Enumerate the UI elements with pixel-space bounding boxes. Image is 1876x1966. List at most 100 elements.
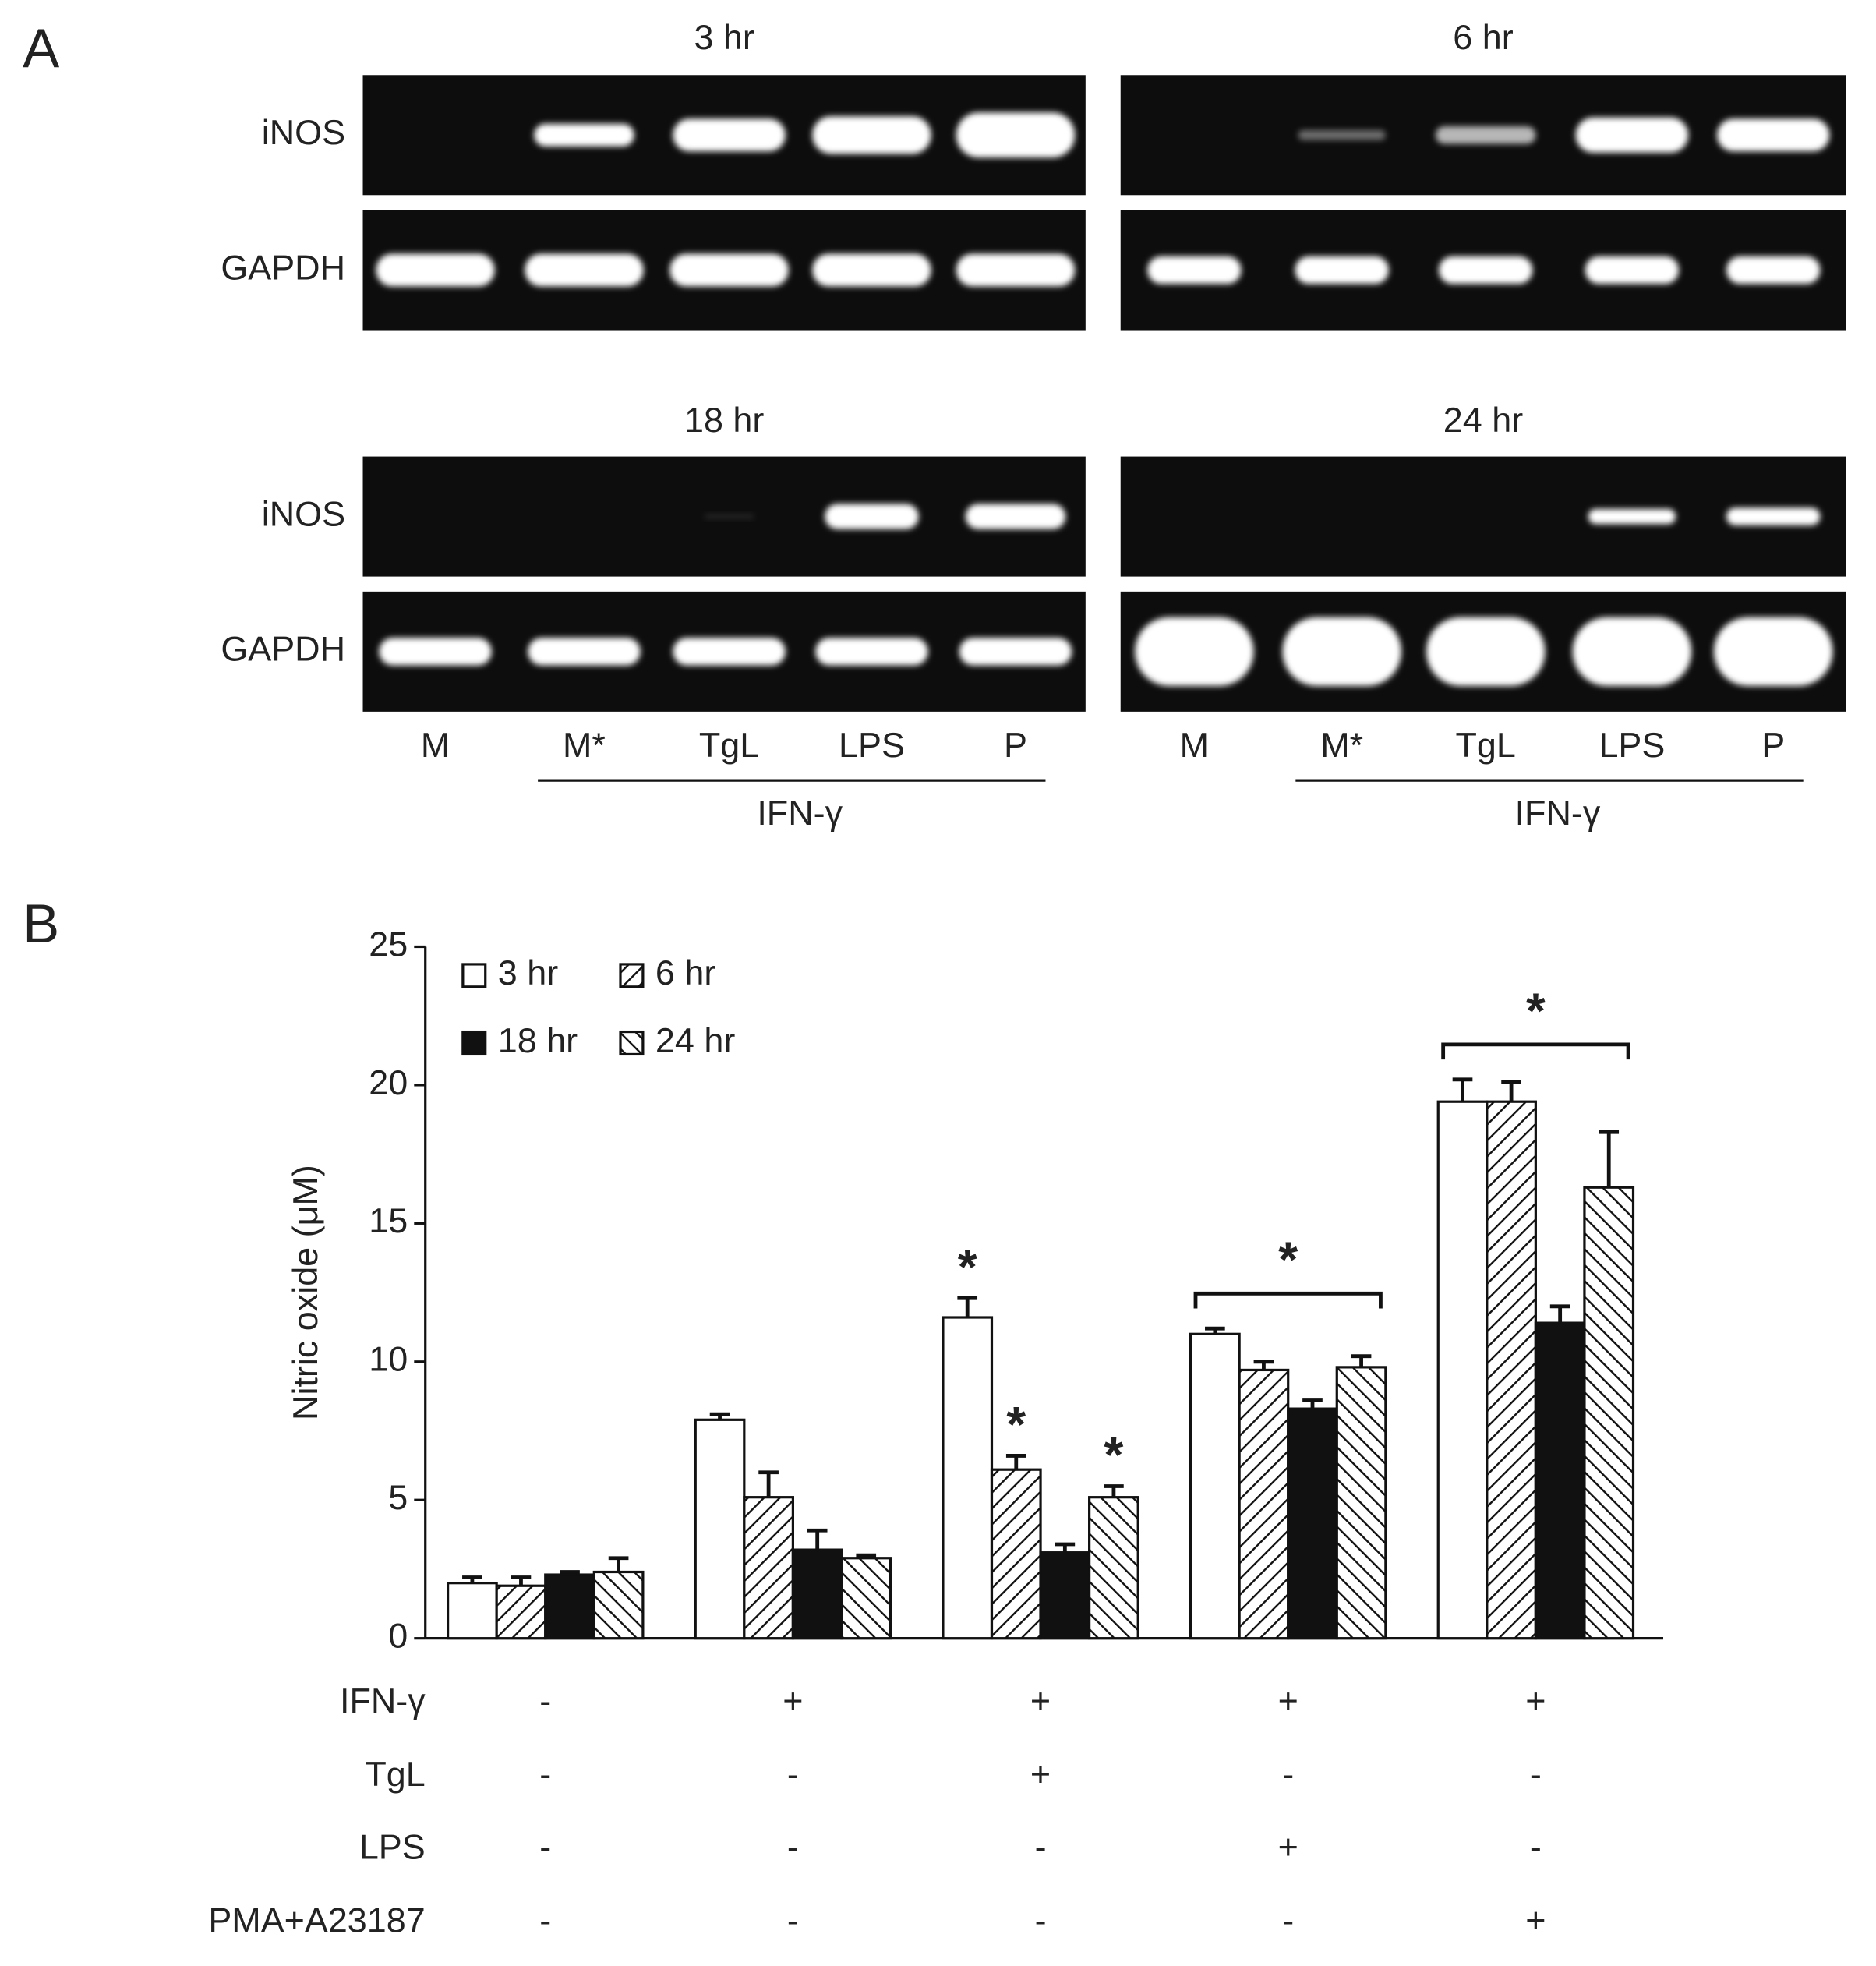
condition-sign: +: [1525, 1681, 1546, 1720]
bar: [694, 1418, 746, 1640]
band: [376, 253, 495, 287]
lane-label: TgL: [699, 725, 759, 765]
panel-title: 18 hr: [684, 400, 764, 440]
bar: [1583, 1186, 1635, 1640]
band: [1585, 256, 1680, 285]
band: [1726, 256, 1821, 285]
band: [815, 638, 928, 666]
condition-sign: -: [539, 1681, 551, 1720]
lane-label: M*: [1320, 725, 1363, 765]
legend-swatch: [461, 963, 487, 988]
condition-label: TgL: [365, 1754, 425, 1794]
panel-title: 24 hr: [1443, 400, 1523, 440]
row-label: GAPDH: [221, 629, 345, 669]
lane-label: TgL: [1455, 725, 1515, 765]
bar: [990, 1468, 1042, 1640]
panel-title: 6 hr: [1453, 17, 1513, 57]
bar: [1335, 1366, 1387, 1640]
bar: [1486, 1100, 1537, 1640]
band: [704, 514, 754, 519]
lane-label: LPS: [839, 725, 905, 765]
bar: [791, 1548, 843, 1640]
band: [669, 253, 789, 287]
band: [812, 253, 931, 287]
condition-sign: -: [539, 1754, 551, 1794]
band: [1147, 256, 1242, 285]
significance-mark: *: [1006, 1396, 1026, 1452]
lane-label: M: [1180, 725, 1209, 765]
bar: [1436, 1100, 1489, 1640]
bar: [1238, 1368, 1290, 1640]
band: [1588, 508, 1676, 525]
bar: [942, 1316, 994, 1640]
gel-lane-strip: [1120, 456, 1846, 577]
row-label: iNOS: [262, 493, 345, 533]
band: [673, 118, 786, 152]
band: [1713, 617, 1833, 686]
significance-bracket: [1441, 1042, 1630, 1060]
condition-sign: -: [787, 1754, 799, 1794]
band: [1575, 117, 1689, 153]
band: [812, 116, 931, 154]
condition-sign: -: [1530, 1754, 1542, 1794]
lane-label: P: [1761, 725, 1785, 765]
lane-label: M*: [563, 725, 606, 765]
band: [534, 123, 634, 147]
band: [673, 638, 786, 666]
legend-label: 18 hr: [498, 1020, 578, 1060]
legend-label: 6 hr: [655, 953, 715, 992]
condition-sign: -: [1035, 1827, 1047, 1867]
lane-label: M: [421, 725, 450, 765]
band: [1572, 617, 1692, 686]
lane-label: LPS: [1599, 725, 1665, 765]
y-tick-label: 20: [369, 1063, 408, 1102]
legend-label: 3 hr: [498, 953, 558, 992]
gel-panel: 3 hr iNOS GAPDH 6 hr 18 hr iNOS GAPDH 24 hr M M* T…: [221, 17, 1846, 833]
band: [1295, 256, 1389, 285]
condition-sign: -: [1282, 1754, 1294, 1794]
panel-label: B: [23, 893, 59, 954]
legend-label: 24 hr: [655, 1020, 735, 1060]
y-tick-label: 10: [369, 1339, 408, 1379]
bar: [1534, 1321, 1586, 1640]
condition-sign: +: [1278, 1827, 1298, 1867]
bar-chart: 0 5 10 15 20 25 Nitric oxide (μM) * * * * * 3 hr 6 hr…: [208, 924, 1664, 1940]
bar: [1287, 1407, 1338, 1640]
legend-swatch: [619, 1030, 645, 1056]
bar: [495, 1584, 547, 1640]
condition-sign: -: [1035, 1901, 1047, 1940]
band: [1439, 256, 1533, 285]
condition-sign: -: [787, 1901, 799, 1940]
bar: [447, 1582, 498, 1640]
condition-sign: -: [1530, 1827, 1542, 1867]
condition-label: PMA+A23187: [208, 1901, 425, 1940]
condition-label: LPS: [359, 1827, 426, 1867]
band: [825, 504, 919, 529]
condition-sign: +: [1030, 1681, 1051, 1720]
band: [525, 253, 644, 287]
row-label: iNOS: [262, 112, 345, 152]
condition-sign: +: [1525, 1901, 1546, 1940]
condition-sign: +: [1030, 1754, 1051, 1794]
bar: [1189, 1332, 1241, 1640]
band: [1298, 129, 1386, 140]
band: [1716, 118, 1830, 152]
condition-sign: -: [1282, 1901, 1294, 1940]
y-axis-title: Nitric oxide (μM): [285, 1165, 325, 1420]
significance-mark: *: [1104, 1427, 1123, 1483]
group-label: IFN-γ: [757, 793, 843, 833]
band: [379, 638, 492, 666]
significance-mark: *: [958, 1239, 977, 1295]
band: [956, 253, 1076, 287]
panel-title: 3 hr: [694, 17, 754, 57]
band: [1282, 617, 1401, 686]
condition-sign: +: [783, 1681, 803, 1720]
bar: [743, 1496, 795, 1640]
significance-mark: *: [1526, 982, 1546, 1038]
condition-sign: +: [1278, 1681, 1298, 1720]
band: [956, 112, 1076, 158]
condition-sign: -: [539, 1901, 551, 1940]
band: [965, 504, 1066, 529]
bar: [840, 1557, 892, 1640]
panel-label: A: [23, 17, 59, 79]
